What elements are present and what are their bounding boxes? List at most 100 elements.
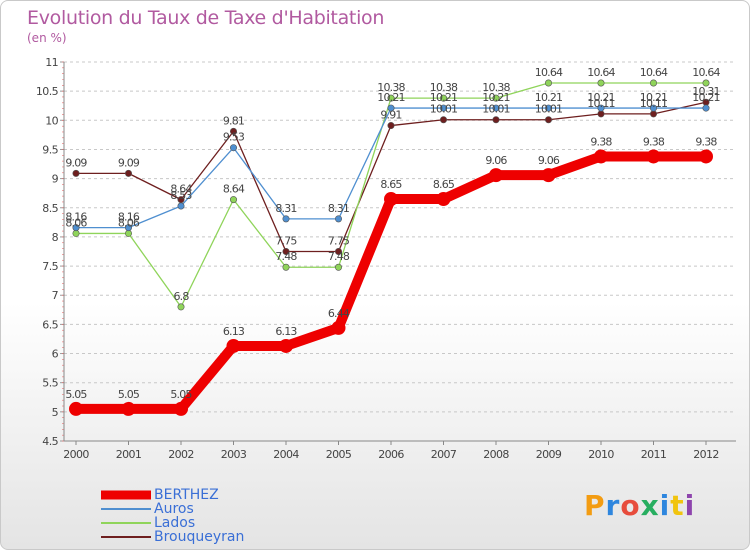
data-label: 10.11 xyxy=(587,97,615,110)
data-label: 8.64 xyxy=(223,183,245,196)
data-label: 9.38 xyxy=(590,135,612,148)
data-label: 10.21 xyxy=(692,91,720,104)
legend-item: Brouqueyran xyxy=(101,529,341,545)
legend-swatch xyxy=(101,536,151,538)
data-label: 8.53 xyxy=(170,189,192,202)
y-tick-label: 5 xyxy=(52,406,59,419)
data-point xyxy=(544,104,552,112)
chart-title: Evolution du Taux de Taxe d'Habitation xyxy=(27,7,385,29)
data-label: 5.05 xyxy=(170,388,192,401)
data-label: 10.64 xyxy=(640,66,668,79)
legend-label: Brouqueyran xyxy=(154,529,245,545)
data-point xyxy=(492,104,500,112)
data-label: 10.21 xyxy=(587,91,615,104)
legend-label: Auros xyxy=(154,501,194,517)
data-label: 8.16 xyxy=(118,211,140,224)
data-label: 10.21 xyxy=(430,91,458,104)
data-point xyxy=(702,79,710,87)
data-label: 9.81 xyxy=(223,114,244,127)
data-label: 7.75 xyxy=(275,235,297,248)
x-tick-label: 2011 xyxy=(641,448,667,461)
y-tick-label: 11 xyxy=(45,56,58,69)
data-point xyxy=(334,263,342,271)
data-label: 9.09 xyxy=(118,156,140,169)
data-point xyxy=(125,169,133,177)
data-point xyxy=(489,168,503,183)
data-point xyxy=(439,94,447,102)
data-label: 9.53 xyxy=(223,131,245,144)
legend-item: BERTHEZ xyxy=(101,487,341,503)
legend-label: Lados xyxy=(154,515,196,531)
data-label: 6.44 xyxy=(328,307,350,320)
data-point xyxy=(177,303,185,311)
x-tick-label: 2003 xyxy=(221,448,247,461)
data-point xyxy=(492,116,500,124)
legend-swatch xyxy=(101,490,151,500)
legend-item: Lados xyxy=(101,515,341,531)
x-tick-label: 2001 xyxy=(116,448,142,461)
y-tick-label: 6 xyxy=(52,348,59,361)
data-label: 10.21 xyxy=(535,91,563,104)
data-label: 10.01 xyxy=(430,103,458,116)
proxiti-logo: Proxiti xyxy=(584,489,695,522)
data-label: 10.38 xyxy=(430,81,458,94)
data-point xyxy=(439,104,447,112)
data-label: 9.09 xyxy=(65,156,87,169)
data-point xyxy=(384,192,398,207)
data-label: 7.48 xyxy=(275,250,297,263)
y-tick-label: 7 xyxy=(52,289,59,302)
data-label: 10.31 xyxy=(692,85,720,98)
data-point xyxy=(177,202,185,210)
logo-letter: P xyxy=(584,489,606,522)
data-label: 10.64 xyxy=(535,66,563,79)
data-point xyxy=(282,215,290,223)
data-label: 9.91 xyxy=(380,109,401,122)
data-label: 8.64 xyxy=(170,183,192,196)
logo-letter: t xyxy=(670,489,685,522)
data-point xyxy=(597,104,605,112)
data-point xyxy=(334,248,342,256)
data-label: 8.31 xyxy=(328,202,349,215)
data-label: 10.64 xyxy=(587,66,615,79)
data-point xyxy=(544,79,552,87)
data-label: 6.13 xyxy=(223,325,245,338)
data-point xyxy=(597,79,605,87)
data-point xyxy=(125,224,133,232)
data-label: 9.38 xyxy=(643,135,665,148)
legend-item: Auros xyxy=(101,501,341,517)
legend-swatch xyxy=(101,508,151,510)
data-point xyxy=(649,79,657,87)
x-tick-label: 2012 xyxy=(693,448,719,461)
y-tick-label: 7.5 xyxy=(42,260,58,273)
data-label: 10.64 xyxy=(692,66,720,79)
data-point xyxy=(387,104,395,112)
data-point xyxy=(334,215,342,223)
data-point xyxy=(597,110,605,118)
logo-letter: o xyxy=(620,489,641,522)
data-label: 6.13 xyxy=(275,325,297,338)
data-label: 10.38 xyxy=(377,81,405,94)
x-tick-label: 2004 xyxy=(273,448,299,461)
data-point xyxy=(279,338,293,353)
data-point xyxy=(72,169,80,177)
data-label: 10.21 xyxy=(640,91,668,104)
data-point xyxy=(174,401,188,416)
data-point xyxy=(492,94,500,102)
data-label: 5.05 xyxy=(65,388,87,401)
x-tick-label: 2005 xyxy=(326,448,352,461)
x-tick-label: 2009 xyxy=(536,448,562,461)
x-tick-label: 2007 xyxy=(431,448,457,461)
data-label: 10.21 xyxy=(482,91,510,104)
data-label: 10.01 xyxy=(482,103,510,116)
data-point xyxy=(646,149,661,164)
data-label: 9.06 xyxy=(485,154,507,167)
data-point xyxy=(649,104,657,112)
data-label: 10.21 xyxy=(377,91,405,104)
x-tick-label: 2010 xyxy=(588,448,614,461)
data-point xyxy=(72,224,80,232)
data-point xyxy=(387,122,395,130)
data-point xyxy=(282,248,290,256)
data-label: 8.65 xyxy=(380,178,402,191)
